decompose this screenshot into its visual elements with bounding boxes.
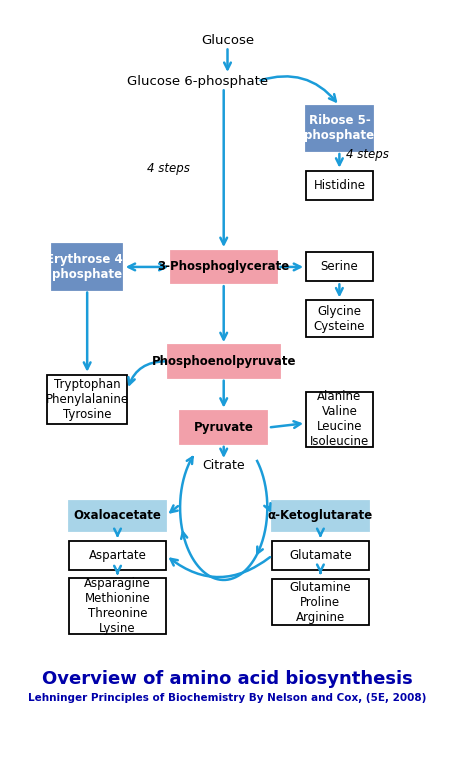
Text: Aspartate: Aspartate	[89, 549, 147, 562]
Text: 3-Phosphoglycerate: 3-Phosphoglycerate	[157, 261, 290, 274]
FancyBboxPatch shape	[272, 541, 369, 570]
FancyBboxPatch shape	[306, 391, 373, 447]
FancyBboxPatch shape	[306, 252, 373, 281]
FancyBboxPatch shape	[180, 411, 268, 444]
Text: Glucose: Glucose	[201, 34, 254, 47]
Text: Asparagine
Methionine
Threonine
Lysine: Asparagine Methionine Threonine Lysine	[84, 577, 151, 634]
Text: 4 steps: 4 steps	[147, 161, 190, 175]
Text: Overview of amino acid biosynthesis: Overview of amino acid biosynthesis	[42, 671, 413, 688]
Text: Tryptophan
Phenylalanine
Tyrosine: Tryptophan Phenylalanine Tyrosine	[46, 378, 129, 421]
FancyBboxPatch shape	[306, 301, 373, 337]
Text: Erythrose 4-
phosphate: Erythrose 4- phosphate	[46, 253, 128, 281]
FancyBboxPatch shape	[47, 375, 127, 424]
Text: Histidine: Histidine	[313, 178, 365, 191]
FancyBboxPatch shape	[306, 105, 373, 151]
Text: Pyruvate: Pyruvate	[194, 421, 253, 434]
Text: Glutamine
Proline
Arginine: Glutamine Proline Arginine	[289, 581, 351, 624]
Text: Glycine
Cysteine: Glycine Cysteine	[313, 305, 365, 332]
FancyBboxPatch shape	[272, 501, 369, 531]
FancyBboxPatch shape	[272, 579, 369, 624]
FancyBboxPatch shape	[69, 501, 166, 531]
FancyBboxPatch shape	[306, 171, 373, 199]
Text: Citrate: Citrate	[202, 459, 245, 472]
FancyBboxPatch shape	[168, 345, 280, 378]
FancyBboxPatch shape	[52, 245, 122, 290]
Text: Phosphoenolpyruvate: Phosphoenolpyruvate	[152, 355, 296, 368]
FancyBboxPatch shape	[69, 541, 166, 570]
Text: 4 steps: 4 steps	[346, 148, 389, 161]
Text: Serine: Serine	[320, 261, 358, 274]
Text: Glutamate: Glutamate	[289, 549, 352, 562]
Text: Oxaloacetate: Oxaloacetate	[74, 509, 162, 522]
Text: α-Ketoglutarate: α-Ketoglutarate	[268, 509, 373, 522]
Text: Lehninger Principles of Biochemistry By Nelson and Cox, (5E, 2008): Lehninger Principles of Biochemistry By …	[28, 694, 427, 704]
FancyBboxPatch shape	[171, 251, 277, 283]
FancyBboxPatch shape	[69, 578, 166, 634]
Text: Ribose 5-
phosphate: Ribose 5- phosphate	[304, 115, 374, 142]
Text: Glucose 6-phosphate: Glucose 6-phosphate	[126, 75, 268, 88]
Text: Alanine
Valine
Leucine
Isoleucine: Alanine Valine Leucine Isoleucine	[310, 391, 369, 448]
